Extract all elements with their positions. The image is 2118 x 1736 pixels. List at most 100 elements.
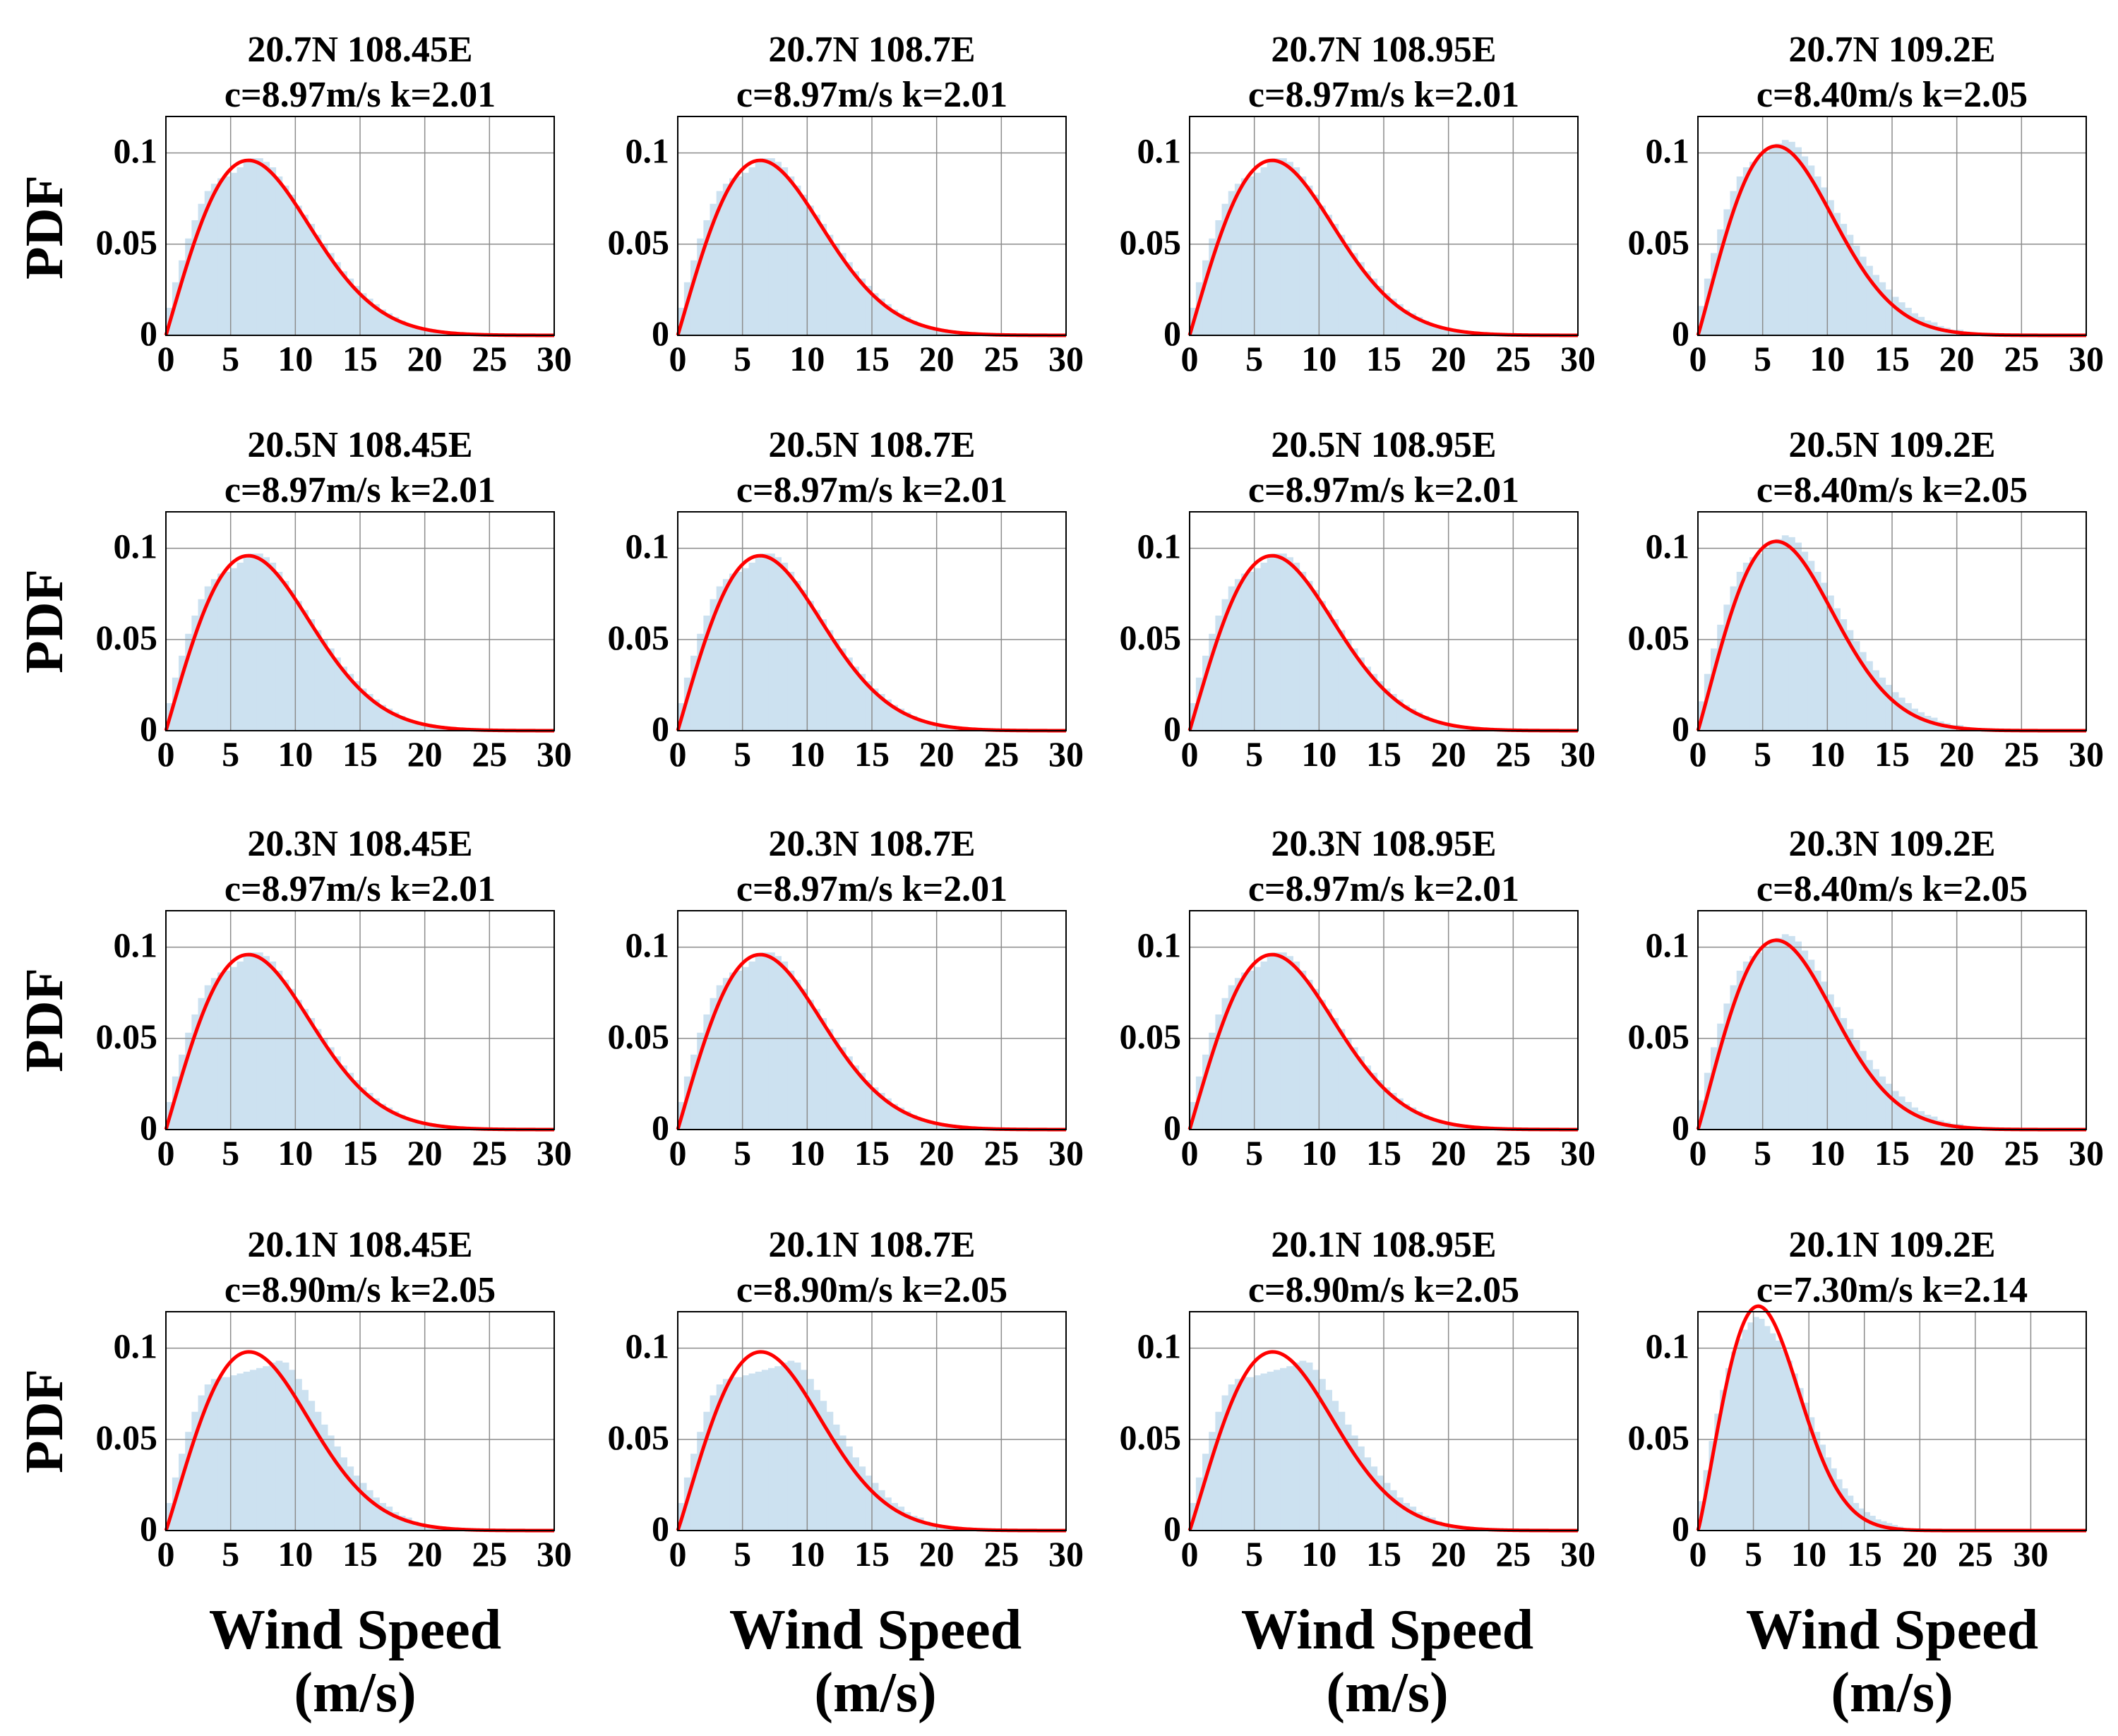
x-tick-label: 10 [789, 339, 825, 378]
histogram-bar [1749, 956, 1757, 1130]
histogram-bar [237, 962, 244, 1130]
histogram-bar [1312, 988, 1320, 1130]
histogram-bar [1797, 1388, 1804, 1531]
x-tick-label: 20 [1431, 1133, 1466, 1173]
x-tick-label: 5 [1245, 1133, 1263, 1173]
x-tick-label: 30 [2069, 339, 2104, 378]
histogram-bar [832, 639, 840, 731]
x-tick-label: 15 [1874, 1133, 1910, 1173]
x-tick-label: 5 [1245, 734, 1263, 774]
x-tick-label: 10 [1301, 1133, 1336, 1173]
panel-subtitle: c=8.97m/s k=2.01 [225, 470, 496, 510]
panel-subtitle: c=8.97m/s k=2.01 [736, 869, 1007, 909]
histogram-bar [755, 1371, 762, 1531]
histogram-bar [1769, 1333, 1776, 1531]
histogram-bar [761, 952, 769, 1130]
y-tick-label: 0.05 [96, 222, 158, 262]
panel-title: 20.7N 108.7E [768, 30, 975, 70]
histogram-bar [761, 1370, 769, 1531]
x-tick-label: 15 [342, 734, 378, 774]
panel-subtitle: c=8.40m/s k=2.05 [1757, 75, 2028, 115]
histogram-bar [1319, 601, 1326, 731]
histogram-bar [275, 970, 283, 1130]
histogram-bar [820, 619, 827, 731]
histogram-bar [736, 571, 743, 731]
x-tick-label: 30 [1560, 1534, 1596, 1574]
histogram-bar [781, 1363, 789, 1531]
histogram-bar [314, 630, 322, 731]
histogram-bar [1891, 692, 1899, 731]
histogram-bar [1769, 147, 1776, 336]
histogram-bar [269, 1363, 277, 1531]
y-tick-label: 0.1 [1646, 1327, 1690, 1366]
x-tick-label: 25 [2004, 1133, 2039, 1173]
histogram-bar [1293, 1363, 1300, 1531]
y-tick-label: 0.05 [608, 1418, 670, 1457]
histogram-bar [1305, 185, 1313, 336]
histogram-bar [1332, 224, 1339, 336]
x-tick-label: 15 [342, 1133, 378, 1173]
histogram-bar [1898, 1096, 1905, 1130]
histogram-bar [1781, 140, 1789, 336]
histogram-bar [1280, 952, 1287, 1130]
x-tick-label: 30 [2069, 1133, 2104, 1173]
histogram-bar [839, 1047, 846, 1130]
panel-subtitle: c=8.90m/s k=2.05 [736, 1270, 1007, 1310]
histogram-bar [1769, 542, 1776, 731]
histogram-bar [301, 610, 309, 731]
histogram-bar [1769, 941, 1776, 1130]
y-tick-label: 0.05 [1628, 618, 1690, 657]
histogram-bar [794, 979, 801, 1130]
histogram-bar [832, 1038, 840, 1130]
x-tick-label: 10 [1301, 1534, 1336, 1574]
histogram-bar [1234, 184, 1242, 336]
x-tick-label: 20 [407, 734, 443, 774]
histogram-bar [275, 176, 283, 336]
x-tick-label: 15 [1366, 1133, 1401, 1173]
histogram-bar [1267, 557, 1274, 731]
histogram-bar [321, 639, 328, 731]
ylabel-row-4: PDF [15, 1369, 74, 1473]
x-tick-label: 20 [919, 1133, 955, 1173]
axes-frame [1189, 116, 1579, 336]
axes-frame [1697, 910, 2087, 1130]
histogram-bar [1814, 970, 1821, 1130]
histogram-bar [1267, 162, 1274, 336]
histogram-bar [1911, 708, 1918, 731]
y-tick-label: 0.1 [626, 527, 670, 566]
histogram-bar [1742, 962, 1750, 1130]
panel-4: 20.7N 109.2E c=8.40m/s k=2.05 0 5 10 15 20 25 30… [1628, 30, 2105, 378]
histogram-bar [1917, 1111, 1925, 1130]
x-tick-label: 20 [919, 1534, 955, 1574]
y-tick-label: 0.1 [1137, 131, 1182, 171]
y-tick-label: 0.1 [1137, 926, 1182, 965]
histogram-bar [282, 979, 289, 1130]
histogram-bar [1273, 158, 1281, 336]
y-tick-label: 0 [1163, 1509, 1181, 1548]
x-tick-label: 10 [277, 1534, 313, 1574]
histogram-bar [1293, 563, 1300, 731]
panel-8: 20.5N 109.2E c=8.40m/s k=2.05 0 5 10 15 20 25 30… [1628, 425, 2105, 774]
histogram-bar [736, 176, 743, 336]
y-tick-label: 0 [652, 1108, 669, 1147]
histogram-bar [230, 172, 238, 336]
panel-2: 20.7N 108.7E c=8.97m/s k=2.01 0 5 10 15 20 25 30… [608, 30, 1084, 378]
histogram-bar [781, 962, 789, 1130]
x-tick-label: 5 [1754, 1133, 1771, 1173]
x-tick-label: 5 [222, 734, 239, 774]
x-tick-label: 15 [342, 1534, 378, 1574]
histogram-bar [839, 253, 846, 336]
histogram-bar [321, 1038, 328, 1130]
y-tick-label: 0.1 [1137, 1327, 1182, 1366]
histogram-bar [1312, 589, 1320, 731]
histogram-bar [269, 167, 277, 336]
axes-frame [1697, 511, 2087, 731]
axes-frame [1189, 910, 1579, 1130]
panel-subtitle: c=8.97m/s k=2.01 [736, 470, 1007, 510]
panel-title: 20.5N 108.95E [1271, 425, 1496, 465]
histogram-bar [1260, 563, 1268, 731]
histogram-bar [1273, 952, 1281, 1130]
y-tick-label: 0 [140, 1108, 157, 1147]
histogram-bar [742, 966, 750, 1130]
histogram-bar [243, 956, 251, 1130]
